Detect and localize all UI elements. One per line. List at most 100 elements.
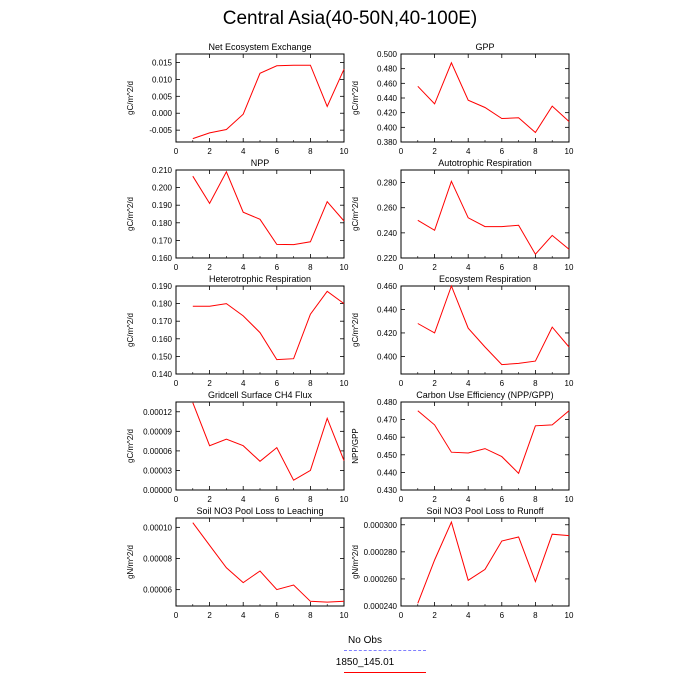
y-tick-label: 0.420: [377, 109, 398, 118]
y-tick-label: 0.220: [377, 254, 398, 263]
y-tick-label: 0.400: [377, 123, 398, 132]
x-tick-label: 8: [533, 495, 538, 504]
series-line-1: [417, 179, 570, 256]
y-tick-label: 0.200: [152, 184, 173, 193]
series-line-1: [417, 61, 570, 134]
x-tick-label: 8: [308, 495, 313, 504]
x-tick-label: 10: [565, 379, 574, 388]
y-tick-label: 0.420: [377, 329, 398, 338]
legend-label-model: 1850_145.01: [335, 657, 395, 668]
panel-title: Soil NO3 Pool Loss to Leaching: [196, 506, 323, 516]
x-tick-label: 4: [241, 379, 246, 388]
x-tick-label: 6: [500, 147, 505, 156]
plot-frame: [175, 169, 345, 259]
y-tick-label: 0.00003: [143, 466, 172, 475]
series-line-1: [192, 170, 345, 246]
x-tick-label: 2: [432, 147, 437, 156]
x-tick-label: 2: [207, 379, 212, 388]
y-axis-label: NPP/GPP: [351, 428, 360, 464]
x-tick-label: 4: [466, 495, 471, 504]
panel-9: Soil NO3 Pool Loss to Leaching 0 2 4 6 8 10 0.0…: [126, 506, 349, 620]
x-tick-label: 4: [241, 263, 246, 272]
x-tick-label: 2: [432, 611, 437, 620]
y-tick-label: 0.000300: [364, 521, 398, 530]
x-tick-label: 0: [399, 379, 404, 388]
x-tick-label: 10: [565, 147, 574, 156]
x-tick-label: 4: [466, 147, 471, 156]
y-tick-label: 0.480: [377, 398, 398, 407]
y-axis-label: gC/m^2/d: [351, 313, 360, 347]
legend-line-obs: [344, 650, 426, 651]
x-tick-label: 6: [275, 147, 280, 156]
y-tick-label: 0.170: [152, 236, 173, 245]
x-tick-label: 0: [399, 147, 404, 156]
x-tick-label: 0: [399, 611, 404, 620]
plot-frame: [400, 285, 570, 375]
x-tick-label: 0: [174, 611, 179, 620]
y-tick-label: 0.280: [377, 179, 398, 188]
y-tick-label: 0.400: [377, 352, 398, 361]
panel-title: Ecosystem Respiration: [439, 274, 531, 284]
y-axis-label: gN/m^2/d: [126, 545, 135, 579]
x-tick-label: 8: [533, 611, 538, 620]
x-tick-label: 10: [340, 263, 349, 272]
panel-title: GPP: [475, 42, 494, 52]
panel-title: Soil NO3 Pool Loss to Runoff: [427, 506, 544, 516]
series-line-1: [192, 522, 345, 603]
x-tick-label: 10: [340, 495, 349, 504]
x-tick-label: 8: [533, 379, 538, 388]
series-line-1: [417, 410, 570, 475]
y-tick-label: 0.00009: [143, 427, 172, 436]
plot-frame: [175, 517, 345, 607]
x-tick-label: 0: [174, 147, 179, 156]
plot-frame: [400, 53, 570, 143]
x-tick-label: 6: [275, 379, 280, 388]
x-tick-label: 0: [399, 495, 404, 504]
panel-4: Autotrophic Respiration 0 2 4 6 8 10 0.220 0.240…: [351, 158, 574, 272]
y-tick-label: 0.00000: [143, 486, 172, 495]
panel-title: Carbon Use Efficiency (NPP/GPP): [416, 390, 553, 400]
x-tick-label: 6: [500, 495, 505, 504]
y-tick-label: 0.180: [152, 300, 173, 309]
panel-title: Gridcell Surface CH4 Flux: [208, 390, 313, 400]
y-axis-label: gC/m^2/d: [126, 313, 135, 347]
y-axis-label: gC/m^2/d: [351, 81, 360, 115]
y-tick-label: 0.160: [152, 254, 173, 263]
x-tick-label: 6: [275, 495, 280, 504]
y-tick-label: 0.260: [377, 204, 398, 213]
y-tick-label: 0.00006: [143, 447, 172, 456]
panel-2: GPP 0 2 4 6 8 10 0.380 0.400 0.420 0.440 0.460 0.480…: [351, 42, 574, 156]
x-tick-label: 6: [500, 611, 505, 620]
x-tick-label: 2: [207, 495, 212, 504]
y-tick-label: 0.450: [377, 451, 398, 460]
panel-title: Net Ecosystem Exchange: [208, 42, 311, 52]
y-tick-label: 0.380: [377, 138, 398, 147]
x-tick-label: 4: [466, 611, 471, 620]
x-tick-label: 4: [466, 379, 471, 388]
x-tick-label: 2: [207, 263, 212, 272]
x-tick-label: 10: [340, 611, 349, 620]
y-tick-label: 0.00012: [143, 408, 172, 417]
x-tick-label: 2: [207, 147, 212, 156]
y-tick-label: 0.160: [152, 335, 173, 344]
legend-line-model: [344, 672, 426, 673]
y-tick-label: 0.430: [377, 486, 398, 495]
y-tick-label: 0.180: [152, 219, 173, 228]
y-tick-label: 0.000280: [364, 548, 398, 557]
series-line-1: [192, 402, 345, 481]
x-tick-label: 8: [533, 263, 538, 272]
y-tick-label: 0.010: [152, 75, 173, 84]
x-tick-label: 8: [308, 379, 313, 388]
panel-3: NPP 0 2 4 6 8 10 0.160 0.170 0.180 0.190 0.200 0.210…: [126, 158, 349, 272]
y-tick-label: 0.240: [377, 229, 398, 238]
series-line-1: [192, 290, 345, 361]
y-tick-label: 0.00010: [143, 523, 172, 532]
y-tick-label: 0.170: [152, 317, 173, 326]
y-tick-label: 0.440: [377, 305, 398, 314]
y-tick-label: 0.000260: [364, 575, 398, 584]
x-tick-label: 2: [432, 379, 437, 388]
x-tick-label: 4: [241, 147, 246, 156]
legend: No Obs 1850_145.01: [300, 635, 430, 675]
x-tick-label: 6: [275, 611, 280, 620]
